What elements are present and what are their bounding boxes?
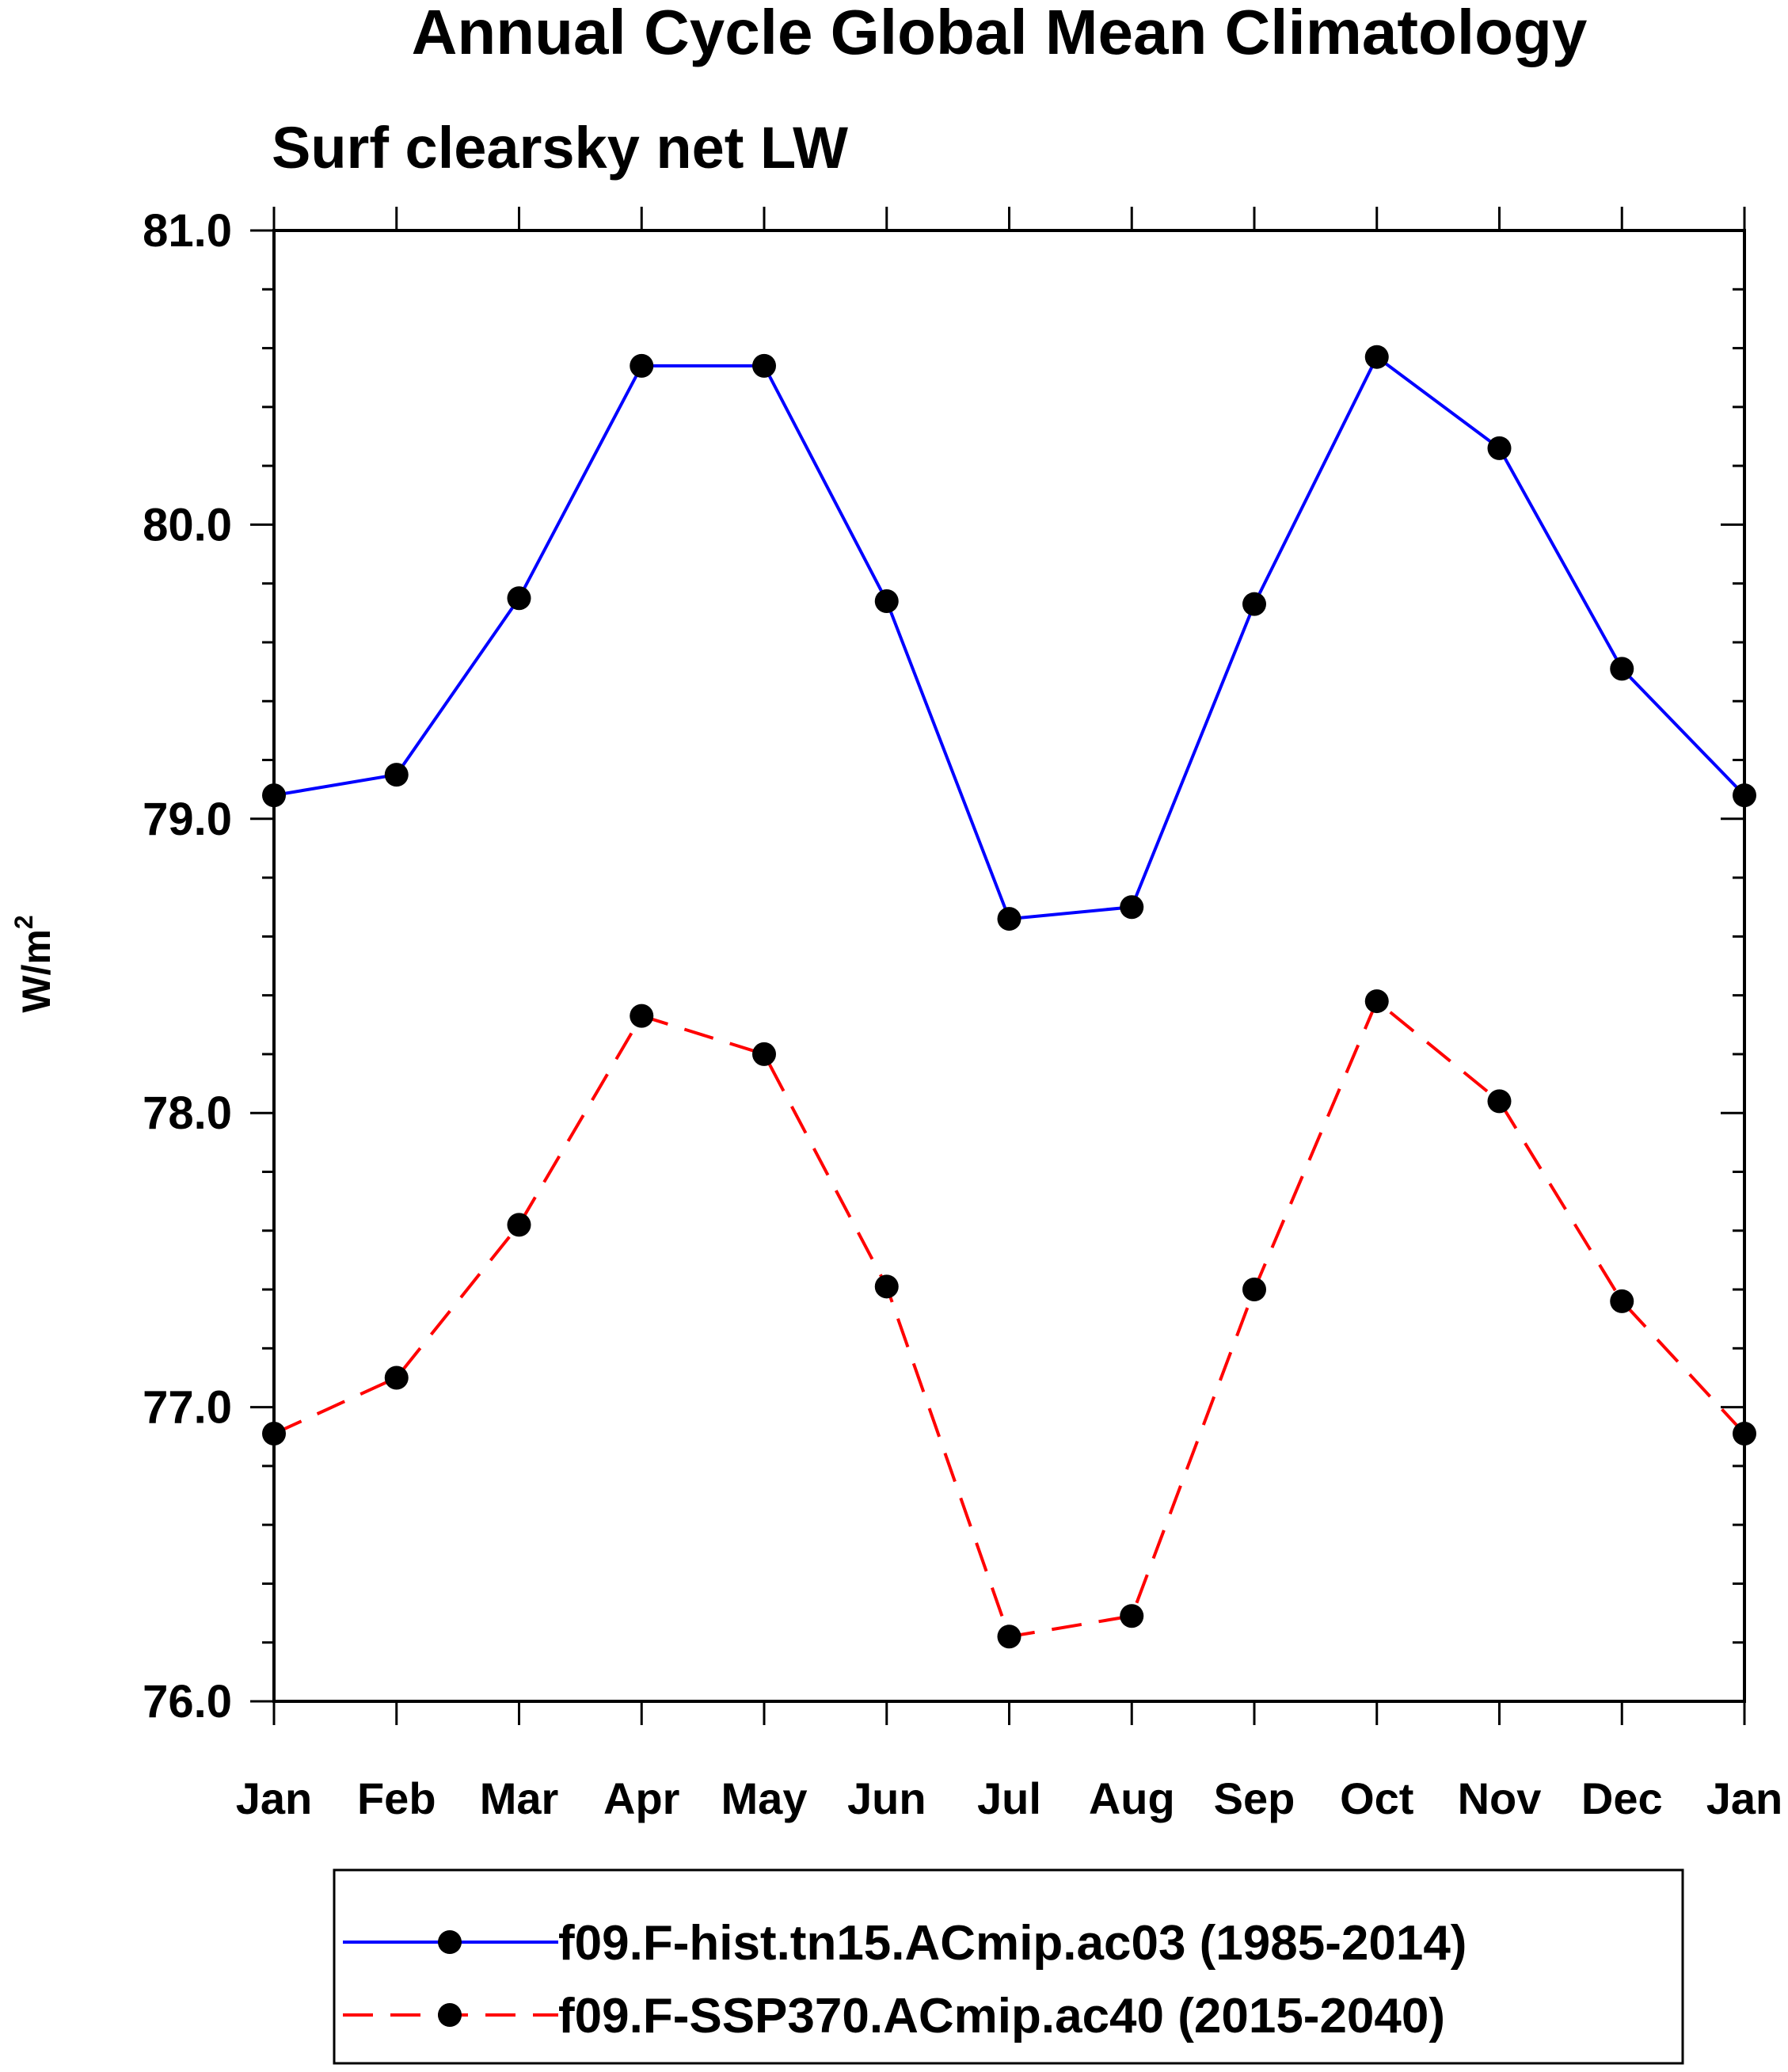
series-1-point: [752, 353, 776, 378]
x-tick-label: Apr: [603, 1773, 679, 1823]
series-2-point: [1487, 1089, 1512, 1114]
series-layer: [262, 345, 1756, 1649]
series-1-point: [384, 763, 409, 787]
series-1-point: [262, 783, 286, 808]
series-1-point: [507, 586, 531, 611]
legend-marker-2: [438, 2003, 462, 2027]
series-2-point: [384, 1365, 409, 1390]
series-2-point: [630, 1004, 654, 1028]
series-2-point: [507, 1213, 531, 1237]
legend-box: [333, 1868, 1684, 2065]
series-line-1: [273, 354, 1746, 921]
series-1-point: [1242, 592, 1266, 616]
legend-layer: f09.F-hist.tn15.ACmip.ac03 (1985-2014) f0…: [343, 1916, 1467, 2043]
series-2-point: [752, 1042, 776, 1066]
x-tick-label: Aug: [1089, 1773, 1175, 1823]
series-1-point: [874, 588, 899, 613]
x-tick-label: Feb: [357, 1773, 436, 1823]
series-2-point: [1120, 1604, 1144, 1628]
x-tick-label: Nov: [1458, 1773, 1542, 1823]
series-1-point: [997, 907, 1021, 931]
legend-label-2: f09.F-SSP370.ACmip.ac40 (2015-2040): [558, 1989, 1445, 2043]
y-axis-label: W/m2: [10, 915, 59, 1012]
legend-label-1: f09.F-hist.tn15.ACmip.ac03 (1985-2014): [558, 1916, 1467, 1971]
y-axis-label-unit: W/m: [14, 929, 59, 1013]
x-tick-label: Jan: [1706, 1773, 1783, 1823]
x-tick-label: Jan: [236, 1773, 313, 1823]
series-1-point: [1120, 895, 1144, 920]
y-tick-label: 79.0: [143, 794, 232, 845]
x-tick-label: Jun: [847, 1773, 926, 1823]
series-2-point: [262, 1422, 286, 1446]
series-2-point: [1364, 989, 1389, 1014]
series-2-point: [1733, 1422, 1756, 1446]
series-1-point: [1364, 345, 1389, 369]
y-tick-label: 81.0: [143, 205, 232, 257]
y-tick-label: 78.0: [143, 1087, 232, 1139]
legend-marker-1: [438, 1930, 462, 1954]
series-2-point: [1242, 1278, 1266, 1302]
x-tick-label: Sep: [1214, 1773, 1295, 1823]
x-tick-label: Mar: [480, 1773, 559, 1823]
series-1-point: [630, 353, 654, 378]
series-2-point: [874, 1274, 899, 1299]
y-tick-label: 77.0: [143, 1382, 232, 1434]
series-1-point: [1733, 783, 1756, 808]
series-2-point: [997, 1624, 1021, 1649]
x-tick-label: May: [721, 1773, 808, 1823]
y-tick-label: 80.0: [143, 499, 232, 550]
y-tick-label: 76.0: [143, 1676, 232, 1727]
series-line-2: [273, 998, 1746, 1639]
chart-title: Annual Cycle Global Mean Climatology: [412, 0, 1588, 67]
x-tick-label: Jul: [977, 1773, 1041, 1823]
ticks-layer: Jan Feb Mar Apr May Jun Jul Aug Sep Oct Nov Dec Jan7…: [143, 205, 1782, 1823]
chart-subtitle: Surf clearsky net LW: [272, 115, 848, 181]
plot-frame: [272, 229, 1746, 1703]
x-tick-label: Dec: [1581, 1773, 1663, 1823]
series-1-point: [1610, 657, 1634, 681]
series-2-point: [1610, 1289, 1634, 1313]
series-1-point: [1487, 436, 1512, 460]
y-axis-label-superscript: 2: [10, 915, 38, 929]
x-tick-label: Oct: [1340, 1773, 1413, 1823]
